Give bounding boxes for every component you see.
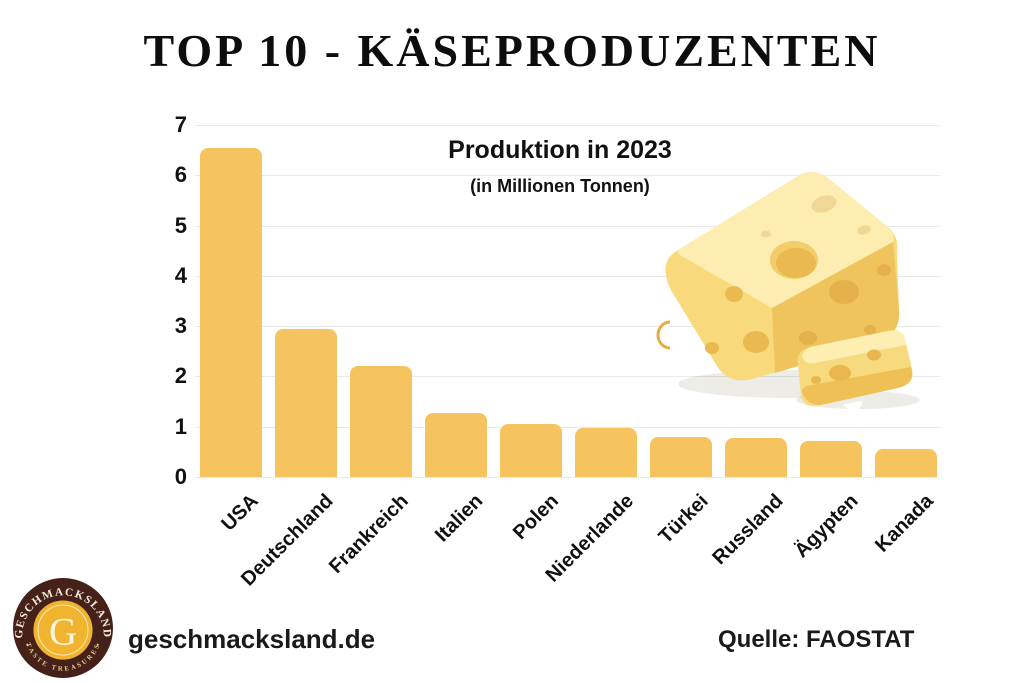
- bar-kanada: [875, 449, 937, 477]
- y-axis-tick-label: 2: [174, 363, 187, 388]
- y-axis-tick-label: 6: [174, 162, 187, 187]
- y-axis-tick-label: 1: [174, 414, 187, 439]
- x-axis-label-italien: Italien: [431, 490, 488, 547]
- bar-polen: [500, 424, 562, 477]
- bar-russland: [725, 438, 787, 477]
- page-title: TOP 10 - KÄSEPRODUZENTEN: [143, 25, 881, 76]
- gridline: [195, 376, 940, 377]
- bar-deutschland: [275, 329, 337, 477]
- x-axis-label-türkei: Türkei: [654, 490, 713, 549]
- y-axis-tick-label: 4: [174, 263, 187, 288]
- bar-italien: [425, 413, 487, 477]
- website-text: geschmacksland.de: [128, 624, 376, 654]
- y-axis-tick-label: 5: [174, 213, 187, 238]
- gridline: [195, 477, 940, 478]
- cheese-wedge-icon: [654, 172, 920, 411]
- x-axis-label-frankreich: Frankreich: [324, 490, 413, 578]
- x-axis-label-russland: Russland: [708, 490, 788, 570]
- bar-frankreich: [350, 366, 412, 477]
- y-axis-tick-label: 7: [174, 112, 187, 137]
- chart-subtitle: (in Millionen Tonnen): [470, 176, 650, 196]
- gridline: [195, 175, 940, 176]
- x-axis-label-kanada: Kanada: [870, 490, 938, 557]
- gridline: [195, 276, 940, 277]
- gridline: [195, 427, 940, 428]
- x-axis-label-polen: Polen: [508, 490, 563, 545]
- x-axis-label-ägypten: Ägypten: [790, 490, 863, 563]
- logo-star-icon: ✦: [96, 642, 100, 648]
- x-axis-label-usa: USA: [217, 490, 263, 536]
- brand-logo: GESCHMACKSLAND TASTE TREASURES ✦ ✦ G: [12, 577, 114, 679]
- bar-türkei: [650, 437, 712, 477]
- bar-ägypten: [800, 441, 862, 477]
- geschmacksland-logo-icon: GESCHMACKSLAND TASTE TREASURES ✦ ✦ G: [13, 578, 113, 678]
- bar-niederlande: [575, 428, 637, 477]
- gridline: [195, 226, 940, 227]
- y-axis-tick-label: 3: [174, 313, 187, 338]
- logo-star-icon: ✦: [25, 642, 29, 648]
- chart-title: Produktion in 2023: [448, 136, 672, 164]
- logo-monogram: G: [49, 610, 77, 653]
- y-axis-tick-label: 0: [174, 464, 187, 489]
- cheese-illustration: [648, 142, 940, 414]
- gridline: [195, 125, 940, 126]
- source-text: Quelle: FAOSTAT: [718, 626, 915, 653]
- gridline: [195, 326, 940, 327]
- bar-usa: [200, 148, 262, 477]
